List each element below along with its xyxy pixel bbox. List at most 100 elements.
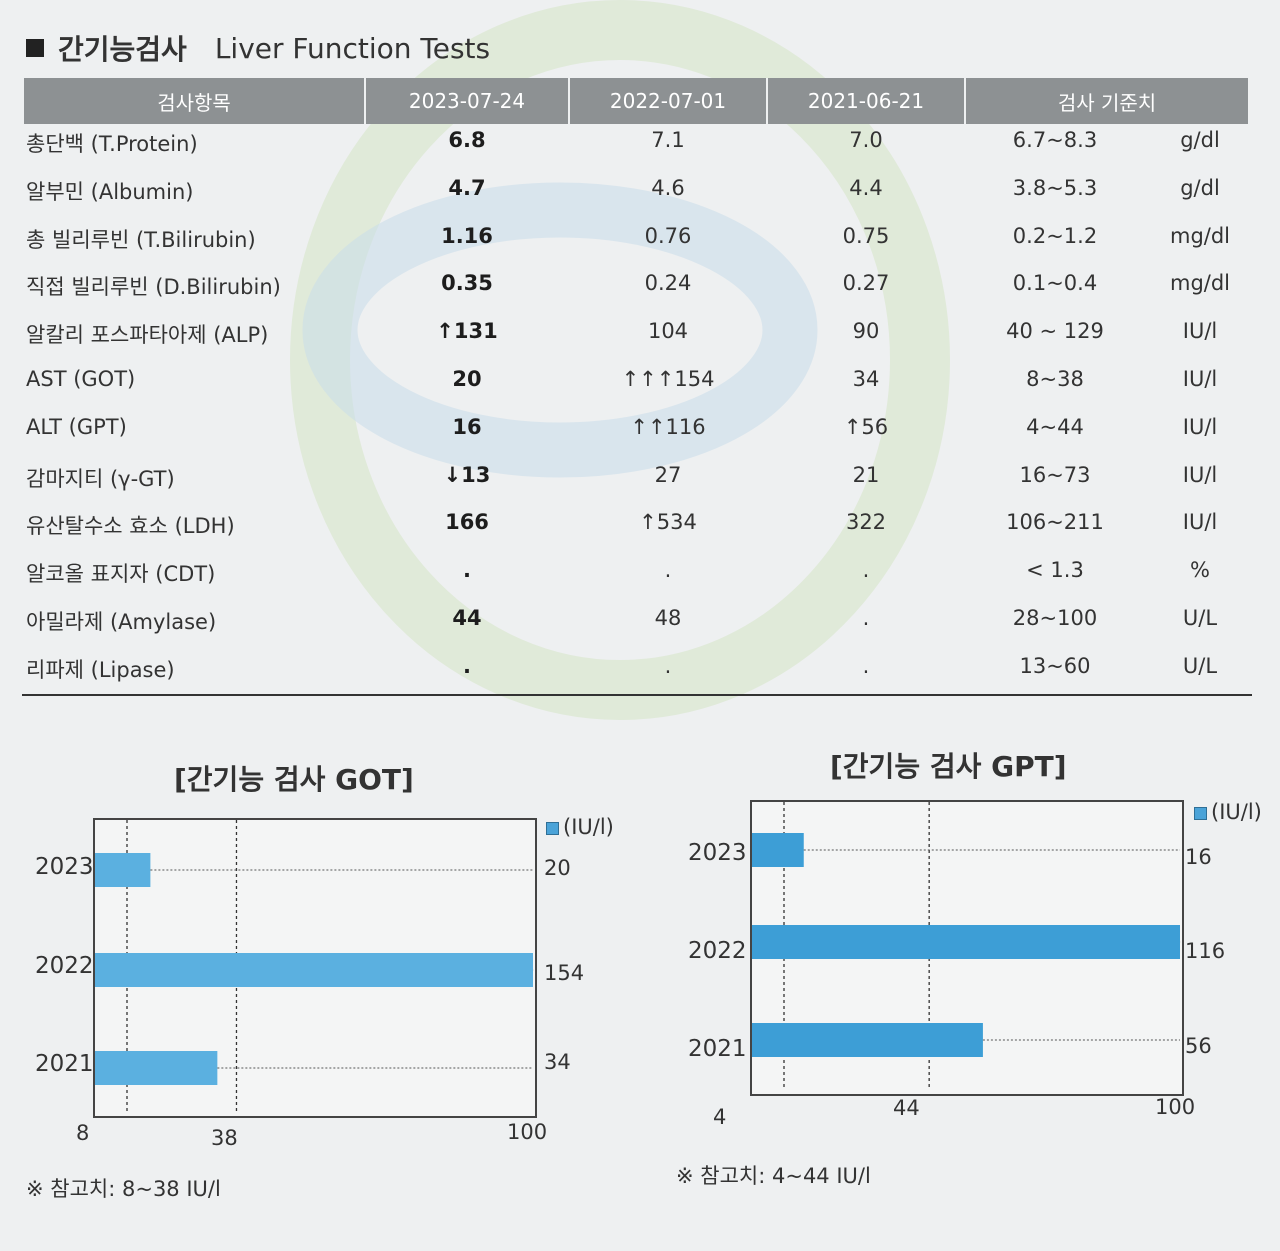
cell-v2023: 4.7 bbox=[448, 176, 486, 200]
row-label: 감마지티 (γ-GT) bbox=[26, 467, 175, 491]
cell-unit: mg/dl bbox=[1169, 271, 1231, 295]
cell-v2023: 44 bbox=[452, 606, 482, 630]
cell-range: 0.1~0.4 bbox=[1012, 271, 1098, 295]
cell-unit: U/L bbox=[1182, 606, 1218, 630]
gpt-tick-ref: 44 bbox=[893, 1096, 920, 1120]
gpt-reference-note: ※ 참고치: 4~44 IU/l bbox=[676, 1164, 871, 1188]
cell-v2022: ↑534 bbox=[639, 510, 697, 534]
gpt-value-2022: 116 bbox=[1185, 939, 1226, 963]
row-label: 아밀라제 (Amylase) bbox=[26, 610, 217, 634]
title-english: Liver Function Tests bbox=[214, 31, 491, 65]
got-value-2021: 34 bbox=[544, 1050, 571, 1074]
legend-square-icon bbox=[546, 821, 559, 835]
cell-v2022: 48 bbox=[654, 606, 682, 630]
cell-unit: mg/dl bbox=[1169, 224, 1231, 248]
cell-v2023: 0.35 bbox=[441, 271, 493, 295]
got-chart-title: [간기능 검사 GOT] bbox=[174, 763, 414, 796]
got-tick-max: 100 bbox=[507, 1120, 548, 1144]
gpt-year-2023: 2023 bbox=[688, 840, 747, 866]
cell-v2022: ↑↑116 bbox=[630, 415, 706, 439]
cell-v2023: ↓13 bbox=[443, 463, 491, 487]
cell-range: 16~73 bbox=[1019, 463, 1091, 487]
row-label: AST (GOT) bbox=[26, 367, 136, 391]
gpt-tick-max: 100 bbox=[1155, 1095, 1196, 1119]
cell-v2022: 27 bbox=[654, 463, 682, 487]
gpt-chart-svg bbox=[752, 802, 1180, 1090]
row-label: 알부민 (Albumin) bbox=[26, 180, 194, 204]
cell-range: 4~44 bbox=[1026, 415, 1084, 439]
cell-unit: IU/l bbox=[1182, 510, 1218, 534]
gpt-value-2021: 56 bbox=[1185, 1034, 1212, 1058]
cell-v2021: ↑56 bbox=[843, 415, 889, 439]
cell-range: 0.2~1.2 bbox=[1012, 224, 1098, 248]
header-2023: 2023-07-24 bbox=[366, 78, 570, 124]
gpt-unit-legend: (IU/l) bbox=[1194, 800, 1262, 824]
title-korean: 간기능검사 bbox=[58, 33, 187, 66]
got-unit-text: (IU/l) bbox=[563, 815, 614, 839]
gpt-bar-2022 bbox=[752, 925, 1180, 959]
cell-v2023: 6.8 bbox=[448, 128, 486, 152]
cell-v2022: ↑↑↑154 bbox=[621, 367, 715, 391]
cell-unit: g/dl bbox=[1180, 128, 1220, 152]
gpt-bar-2021 bbox=[752, 1023, 983, 1057]
table-bottom-rule bbox=[22, 694, 1252, 696]
got-bar-2021 bbox=[95, 1051, 218, 1085]
row-label: 직접 빌리루빈 (D.Bilirubin) bbox=[26, 275, 281, 299]
cell-v2022: 7.1 bbox=[651, 128, 685, 152]
got-bar-2023 bbox=[95, 853, 151, 887]
cell-v2023: . bbox=[463, 558, 471, 582]
cell-v2022: . bbox=[664, 654, 672, 678]
got-tick-min: 8 bbox=[76, 1121, 90, 1145]
gpt-value-2023: 16 bbox=[1185, 845, 1212, 869]
row-label: 알코올 표지자 (CDT) bbox=[26, 562, 216, 586]
cell-unit: IU/l bbox=[1182, 367, 1218, 391]
cell-v2021: . bbox=[862, 558, 870, 582]
got-year-2023: 2023 bbox=[35, 854, 94, 880]
cell-unit: IU/l bbox=[1182, 463, 1218, 487]
row-label: 총 빌리루빈 (T.Bilirubin) bbox=[26, 228, 256, 252]
row-label: 리파제 (Lipase) bbox=[26, 658, 175, 682]
gpt-tick-min: 4 bbox=[713, 1105, 727, 1129]
cell-v2021: 34 bbox=[852, 367, 880, 391]
cell-v2021: 0.27 bbox=[842, 271, 890, 295]
cell-v2021: . bbox=[862, 606, 870, 630]
cell-range: 28~100 bbox=[1012, 606, 1098, 630]
cell-unit: U/L bbox=[1182, 654, 1218, 678]
row-label: 총단백 (T.Protein) bbox=[26, 132, 198, 156]
cell-range: 40 ~ 129 bbox=[1006, 319, 1104, 343]
gpt-unit-text: (IU/l) bbox=[1211, 800, 1262, 824]
got-bar-2022 bbox=[95, 953, 533, 987]
got-year-2022: 2022 bbox=[35, 953, 94, 979]
cell-unit: IU/l bbox=[1182, 415, 1218, 439]
cell-v2021: 21 bbox=[852, 463, 880, 487]
got-tick-ref: 38 bbox=[211, 1126, 238, 1150]
page-title: 간기능검사 Liver Function Tests bbox=[26, 28, 490, 68]
gpt-year-2021: 2021 bbox=[688, 1036, 747, 1062]
row-label: 알칼리 포스파타아제 (ALP) bbox=[26, 323, 269, 347]
cell-v2021: 90 bbox=[852, 319, 880, 343]
cell-v2021: 0.75 bbox=[842, 224, 890, 248]
cell-range: 13~60 bbox=[1019, 654, 1091, 678]
cell-v2023: ↑131 bbox=[436, 319, 498, 343]
cell-range: 106~211 bbox=[1006, 510, 1104, 534]
cell-v2023: 20 bbox=[452, 367, 482, 391]
cell-unit: % bbox=[1190, 558, 1210, 582]
cell-v2023: 16 bbox=[452, 415, 482, 439]
title-square-icon bbox=[26, 39, 44, 57]
gpt-bar-2023 bbox=[752, 833, 804, 867]
cell-range: 8~38 bbox=[1026, 367, 1084, 391]
header-2022: 2022-07-01 bbox=[570, 78, 768, 124]
gpt-chart-title: [간기능 검사 GPT] bbox=[830, 750, 1067, 783]
header-test-item: 검사항목 bbox=[24, 78, 366, 124]
cell-unit: g/dl bbox=[1180, 176, 1220, 200]
header-2021: 2021-06-21 bbox=[768, 78, 966, 124]
row-label: 유산탈수소 효소 (LDH) bbox=[26, 514, 235, 538]
header-reference: 검사 기준치 bbox=[966, 78, 1248, 124]
cell-range: 3.8~5.3 bbox=[1012, 176, 1098, 200]
gpt-year-2022: 2022 bbox=[688, 938, 747, 964]
legend-square-icon bbox=[1194, 806, 1207, 820]
cell-v2021: 322 bbox=[845, 510, 887, 534]
cell-v2023: 166 bbox=[445, 510, 489, 534]
got-chart-svg bbox=[95, 820, 533, 1112]
got-value-2022: 154 bbox=[544, 961, 585, 985]
